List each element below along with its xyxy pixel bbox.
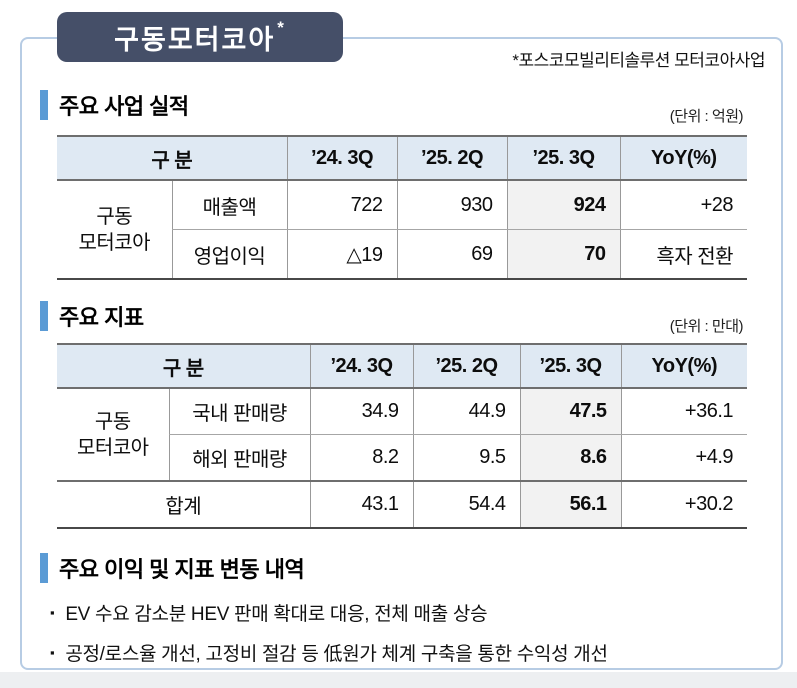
page-title: 구동모터코아 [114,24,276,55]
yoy-cell: +30.2 [620,480,748,528]
section-accent-bar-icon [40,553,48,583]
row-group-cell: 구동 모터코아 [76,410,149,459]
notes-heading-label: 주요 이익 및 지표 변동 내역 [59,557,305,582]
metrics-table: 구 분 ’24. 3Q ’25. 2Q ’25. 3Q YoY(%) 구동 모터… [57,343,748,529]
bullet-square-icon: ▪ [50,604,55,620]
performance-heading-label: 주요 사업 실적 [59,94,189,119]
header-24-3q: ’24. 3Q [309,344,414,389]
list-item: ▪ 공정/로스율 개선, 고정비 절감 등 低원가 체계 구축을 통한 수익성 … [50,632,608,672]
total-row: 합계 43.1 54.4 56.1 +30.2 [57,480,748,528]
performance-unit-label: (단위 : 억원) [669,108,744,125]
header-25-2q: ’25. 2Q [396,136,508,181]
title-asterisk: * [277,18,286,37]
header-gubun: 구 분 [57,344,311,389]
table-row: 구동 모터코아 국내 판매량 34.9 44.9 47.5 +36.1 [57,388,748,459]
value-cell-highlight: 924 [506,180,621,230]
header-gubun: 구 분 [57,136,288,181]
header-yoy: YoY(%) [619,136,748,181]
header-25-2q: ’25. 2Q [412,344,521,389]
value-cell: 9.5 [412,434,521,482]
total-label: 합계 [57,480,311,528]
yoy-cell: +4.9 [620,434,748,482]
table-row: 구동 모터코아 매출액 722 930 924 +28 [57,180,748,254]
notes-section-heading: 주요 이익 및 지표 변동 내역 [40,552,305,584]
header-yoy: YoY(%) [620,344,748,389]
performance-header-row: 구 분 ’24. 3Q ’25. 2Q ’25. 3Q YoY(%) [57,136,748,181]
metrics-unit-label: (단위 : 만대) [669,318,744,335]
yoy-cell: 흑자 전환 [619,229,748,279]
value-cell: 34.9 [309,388,414,435]
value-cell: 54.4 [412,480,521,528]
value-cell: 69 [396,229,508,279]
section-accent-bar-icon [40,301,48,331]
value-cell-highlight: 56.1 [519,480,622,528]
performance-table-wrap: 구 분 ’24. 3Q ’25. 2Q ’25. 3Q YoY(%) 구동 모터… [57,135,748,280]
section-accent-bar-icon [40,90,48,120]
page-bottom-strip [0,672,797,688]
header-25-3q: ’25. 3Q [506,136,621,181]
value-cell: 722 [286,180,398,230]
value-cell: △19 [286,229,398,279]
bullet-text: EV 수요 감소분 HEV 판매 확대로 대응, 전체 매출 상승 [65,603,488,625]
performance-section-heading: 주요 사업 실적 [40,89,189,121]
value-cell-highlight: 70 [506,229,621,279]
list-item: ▪ EV 수요 감소분 HEV 판매 확대로 대응, 전체 매출 상승 [50,592,608,632]
table-row: 영업이익 △19 69 70 흑자 전환 [57,229,748,279]
yoy-cell: +28 [619,180,748,230]
notes-list: ▪ EV 수요 감소분 HEV 판매 확대로 대응, 전체 매출 상승 ▪ 공정… [50,592,608,672]
metrics-header-row: 구 분 ’24. 3Q ’25. 2Q ’25. 3Q YoY(%) [57,344,748,389]
row-group-cell: 구동 모터코아 [78,205,151,254]
row-label: 국내 판매량 [168,388,311,435]
value-cell: 43.1 [309,480,414,528]
row-label: 영업이익 [171,229,288,279]
performance-table: 구 분 ’24. 3Q ’25. 2Q ’25. 3Q YoY(%) 구동 모터… [57,135,748,280]
metrics-heading-label: 주요 지표 [59,305,144,330]
bullet-square-icon: ▪ [50,644,55,660]
content-frame: 주요 사업 실적 (단위 : 억원) 구 분 ’24. 3Q ’25. 2Q ’… [20,37,783,670]
row-label: 해외 판매량 [168,434,311,482]
bullet-text: 공정/로스율 개선, 고정비 절감 등 低원가 체계 구축을 통한 수익성 개선 [65,643,608,665]
value-cell-highlight: 47.5 [519,388,622,435]
value-cell: 44.9 [412,388,521,435]
value-cell: 930 [396,180,508,230]
metrics-table-wrap: 구 분 ’24. 3Q ’25. 2Q ’25. 3Q YoY(%) 구동 모터… [57,343,748,529]
yoy-cell: +36.1 [620,388,748,435]
value-cell: 8.2 [309,434,414,482]
title-badge: 구동모터코아 * [57,12,343,62]
row-label: 매출액 [171,180,288,230]
metrics-section-heading: 주요 지표 [40,300,144,332]
header-25-3q: ’25. 3Q [519,344,622,389]
header-24-3q: ’24. 3Q [286,136,398,181]
footnote: *포스코모빌리티솔루션 모터코아사업 [512,51,765,70]
value-cell-highlight: 8.6 [519,434,622,482]
